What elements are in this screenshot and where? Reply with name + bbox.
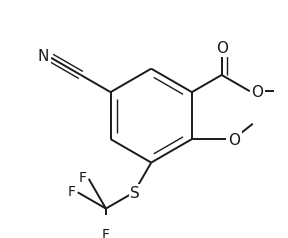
Text: O: O bbox=[252, 85, 264, 100]
Text: F: F bbox=[68, 185, 76, 199]
Text: O: O bbox=[228, 133, 240, 148]
Text: F: F bbox=[102, 228, 110, 238]
Text: S: S bbox=[130, 186, 140, 201]
Text: N: N bbox=[38, 50, 49, 64]
Text: F: F bbox=[79, 171, 87, 185]
Text: O: O bbox=[216, 41, 228, 56]
